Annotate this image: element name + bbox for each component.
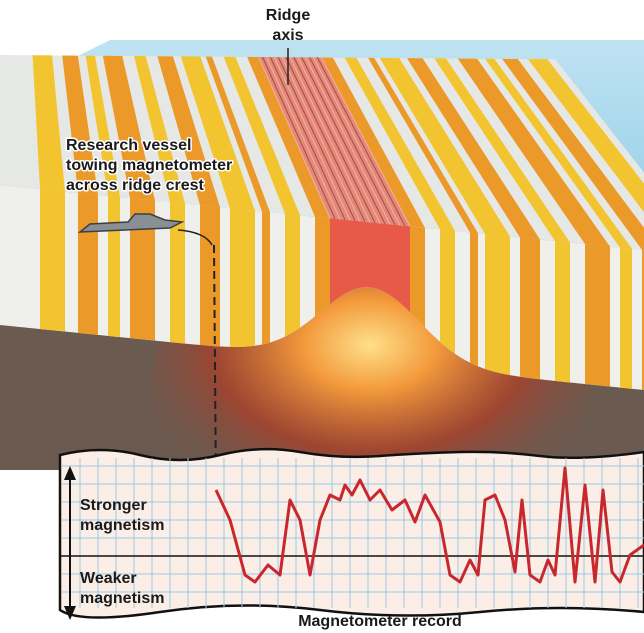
stronger-label: Stronger	[80, 497, 147, 514]
vessel-label: across ridge crest	[66, 177, 205, 194]
section-stripe	[40, 189, 65, 332]
weaker-label: magnetism	[80, 590, 164, 607]
ridge-label: Ridge	[266, 7, 311, 24]
section-stripe	[470, 232, 478, 366]
weaker-label: Weaker	[80, 570, 137, 587]
section-stripe	[585, 244, 610, 387]
section-stripe	[108, 196, 120, 337]
section-stripe	[78, 193, 98, 335]
vessel-label: towing magnetometer	[66, 157, 232, 174]
section-stripe	[200, 205, 220, 346]
stronger-label: magnetism	[80, 517, 164, 534]
section-stripe	[440, 229, 455, 353]
section-stripe	[285, 214, 300, 337]
section-stripe	[485, 234, 510, 375]
section-stripe	[410, 226, 425, 327]
section-stripe	[555, 241, 570, 382]
section-stripe	[262, 211, 270, 344]
diagram: Ridge axis Research vessel towing magnet…	[0, 0, 644, 633]
section-stripe	[230, 208, 255, 347]
section-stripe	[620, 248, 632, 389]
section-stripe	[520, 237, 540, 379]
vessel-label: Research vessel	[66, 137, 191, 154]
record-caption: Magnetometer record	[298, 613, 462, 630]
section-stripe	[315, 217, 330, 317]
ridge-label: axis	[272, 27, 303, 44]
